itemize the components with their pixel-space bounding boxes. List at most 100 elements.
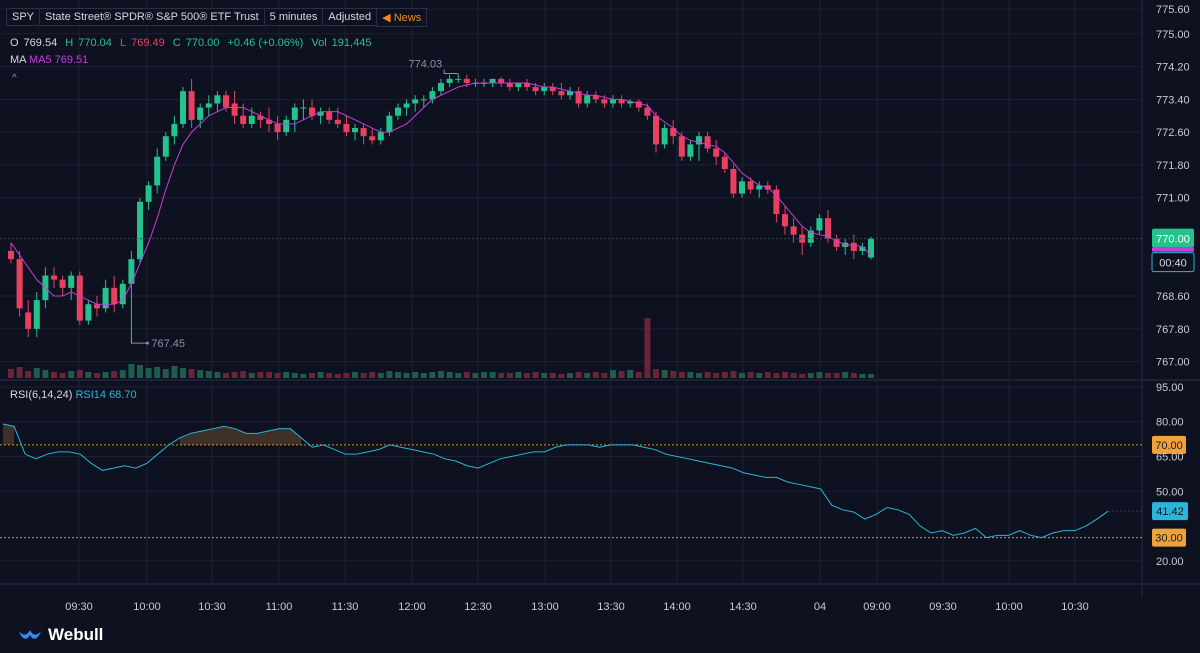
volume-bar	[446, 372, 453, 378]
candle-body	[51, 275, 57, 280]
x-tick-label: 09:30	[929, 601, 957, 613]
volume-bar	[145, 368, 152, 378]
candle-body	[859, 246, 866, 251]
candle-body	[145, 185, 152, 202]
rsi-zone-fill	[3, 424, 15, 445]
volume-bar	[575, 372, 582, 378]
candle-body	[532, 87, 539, 92]
candle-body	[868, 238, 874, 258]
collapse-caret-icon[interactable]: ^	[12, 73, 17, 84]
volume-bar	[326, 373, 333, 378]
candle-body	[833, 238, 840, 247]
volume-bar	[8, 369, 14, 378]
y-tick-label: 771.80	[1156, 160, 1190, 172]
x-tick-label: 04	[814, 601, 826, 613]
candle-body	[162, 136, 169, 157]
volume-bar	[171, 366, 178, 378]
candle-body	[635, 101, 642, 108]
volume-bar	[549, 373, 556, 378]
ohlc-readout: O 769.54 H 770.04 L 769.49 C 770.00 +0.46 (+…	[10, 37, 376, 49]
volume-bar	[137, 365, 143, 378]
volume-bar	[317, 372, 324, 378]
volume-bar	[94, 373, 100, 378]
volume-bar	[128, 364, 135, 378]
candle-body	[102, 287, 109, 309]
volume-bar	[248, 373, 255, 378]
candle-body	[119, 283, 126, 305]
candle-body	[721, 156, 728, 170]
candle-body	[395, 107, 401, 116]
y-tick-label: 772.60	[1156, 127, 1190, 139]
y-tick-label: 775.60	[1156, 4, 1190, 16]
candle-body	[498, 78, 505, 83]
x-tick-label: 10:30	[1061, 601, 1089, 613]
volume-bar	[807, 373, 814, 378]
candle-body	[128, 259, 135, 284]
volume-bar	[412, 372, 419, 378]
volume-bar	[111, 371, 118, 378]
candle-body	[739, 181, 745, 194]
webull-logo-icon	[19, 630, 41, 639]
candle-body	[76, 275, 83, 321]
ma5-line	[10, 82, 872, 305]
volume-bar	[188, 369, 195, 378]
high-annotation: 774.03	[409, 59, 443, 71]
candle-body	[412, 99, 419, 104]
candle-body	[584, 95, 591, 104]
volume-bar	[618, 371, 625, 378]
volume-bar	[42, 370, 49, 378]
candle-body	[188, 91, 195, 120]
candle-body	[154, 156, 161, 186]
volume-bar	[592, 372, 599, 378]
x-tick-label: 14:30	[729, 601, 757, 613]
volume-bar	[386, 371, 393, 378]
news-button[interactable]: ◀ News	[376, 7, 428, 27]
candle-body	[592, 95, 599, 100]
rsi-30-tag	[1152, 528, 1186, 547]
x-tick-label: 13:00	[531, 601, 559, 613]
volume-bar	[627, 370, 634, 378]
volume-bar	[670, 371, 677, 378]
adjusted-button[interactable]: Adjusted	[322, 8, 378, 26]
y-tick-label: 768.60	[1156, 291, 1190, 303]
candle-body	[33, 300, 40, 329]
volume-bar	[214, 372, 221, 378]
candle-body	[111, 287, 118, 305]
price-tags: 774.03 767.45 770.00 00:40	[0, 59, 1195, 350]
high-value: 770.04	[78, 37, 112, 49]
volume-bar	[300, 374, 307, 378]
volume-bar	[119, 370, 126, 378]
candle-body	[653, 115, 659, 145]
candle-body	[343, 123, 350, 133]
rsi-label[interactable]: RSI(6,14,24)	[10, 389, 73, 401]
candle-body	[16, 259, 23, 309]
ma-label[interactable]: MA	[10, 54, 26, 66]
volume-bar	[481, 372, 487, 378]
rsi-70-tag	[1152, 435, 1186, 454]
volume-bar	[343, 373, 350, 378]
candle-body	[558, 91, 565, 96]
candle-body	[205, 103, 212, 108]
volume-bar	[197, 370, 204, 378]
open-label: O	[10, 37, 19, 49]
candle-body	[257, 115, 264, 120]
volume-bar	[524, 373, 530, 378]
candle-body	[575, 91, 582, 104]
volume-value: 191,445	[331, 37, 372, 49]
candle-body	[567, 91, 573, 96]
rsi-legend: RSI(6,14,24) RSI14 68.70	[10, 389, 137, 401]
interval-button[interactable]: 5 minutes	[263, 8, 324, 26]
volume-bar	[429, 372, 436, 378]
volume-bar	[360, 373, 367, 378]
candle-body	[352, 128, 358, 133]
volume-bar	[773, 373, 780, 378]
ma-value: MA5 769.51	[28, 54, 89, 66]
volume-bar	[515, 372, 522, 378]
symbol-label[interactable]: SPY	[6, 8, 41, 26]
rsi-value: RSI14 68.70	[75, 389, 137, 401]
grid	[0, 0, 1200, 596]
volume-bar	[721, 372, 728, 378]
x-tick-label: 14:00	[663, 601, 691, 613]
webull-logo: Webull	[18, 625, 103, 645]
